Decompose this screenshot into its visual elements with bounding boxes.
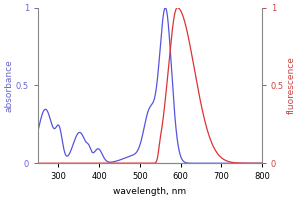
Y-axis label: absorbance: absorbance (4, 59, 13, 112)
Y-axis label: fluorescence: fluorescence (287, 57, 296, 114)
X-axis label: wavelength, nm: wavelength, nm (113, 187, 187, 196)
